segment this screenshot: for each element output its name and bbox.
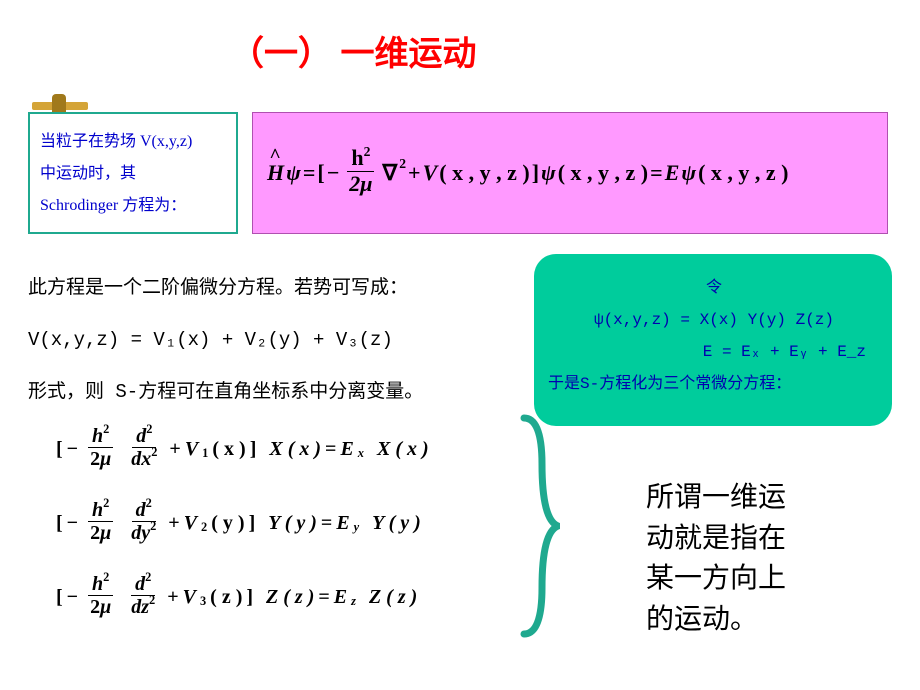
intro-box: 当粒子在势场 V(x,y,z) 中运动时，其 Schrodinger 方程为： bbox=[28, 112, 238, 234]
callout-box: 令 ψ(x,y,z) = X(x) Y(y) Z(z) E = Eₓ + Eᵧ … bbox=[534, 254, 892, 426]
lb1: [ bbox=[56, 438, 63, 461]
tm2: 2 bbox=[90, 522, 100, 544]
brace-icon bbox=[520, 414, 560, 638]
eq1: = bbox=[325, 438, 336, 461]
tm3: 2 bbox=[90, 596, 100, 618]
callout-l4: 于是S-方程化为三个常微分方程： bbox=[548, 368, 880, 400]
Y1: Y ( y ) bbox=[268, 512, 317, 535]
eq-x: [ − h22μ d2dx2 + V1 ( x ) ] X ( x ) = Ex… bbox=[56, 412, 526, 486]
Ey1: E bbox=[336, 512, 349, 535]
intro-line-1: 当粒子在势场 V(x,y,z) bbox=[40, 126, 230, 158]
eq-z: [ − h22μ d2dz2 + V3 ( z ) ] Z ( z ) = Ez… bbox=[56, 560, 526, 634]
rb1: ] bbox=[250, 438, 257, 461]
m2: − bbox=[67, 512, 78, 535]
Y1b: Y ( y ) bbox=[372, 512, 421, 535]
mu3: μ bbox=[100, 596, 111, 618]
m1: − bbox=[67, 438, 78, 461]
tm1: 2 bbox=[90, 448, 100, 470]
summary-l2: 动就是指在 bbox=[646, 519, 786, 560]
plus: + bbox=[408, 160, 421, 186]
hbar-frac: h2 2μ bbox=[345, 146, 376, 195]
dx1: dx bbox=[131, 448, 151, 470]
d2a: d bbox=[136, 499, 146, 521]
args1: ( x , y , z ) bbox=[439, 160, 529, 186]
hn2: h bbox=[92, 499, 103, 521]
rb3: ] bbox=[246, 586, 253, 609]
eq2: = bbox=[321, 512, 332, 535]
schrodinger-equation: H ψ = [ − h2 2μ ∇2 + V ( x , y , z ) ] ψ… bbox=[267, 148, 789, 197]
args2: ( x , y , z ) bbox=[558, 160, 648, 186]
summary-l4: 的运动。 bbox=[646, 600, 786, 641]
lb2: [ bbox=[56, 512, 63, 535]
X1b: X ( x ) bbox=[377, 438, 429, 461]
eq3: = bbox=[318, 586, 329, 609]
psi2: ψ bbox=[541, 160, 556, 186]
equals: = bbox=[303, 160, 316, 186]
hn1: h bbox=[92, 425, 103, 447]
d1a: d bbox=[136, 425, 146, 447]
psi-symbol: ψ bbox=[286, 160, 301, 186]
callout-l3: E = Eₓ + Eᵧ + E_z bbox=[548, 336, 880, 368]
m3: − bbox=[67, 586, 78, 609]
Z1b: Z ( z ) bbox=[369, 586, 417, 609]
schrodinger-box: H ψ = [ − h2 2μ ∇2 + V ( x , y , z ) ] ψ… bbox=[252, 112, 888, 234]
hbar-num: h bbox=[351, 145, 363, 170]
p3: + bbox=[167, 586, 178, 609]
hn3: h bbox=[92, 573, 103, 595]
v1: V bbox=[185, 438, 198, 461]
dy2: dy bbox=[131, 522, 150, 544]
body-p1: 此方程是一个二阶偏微分方程。若势可写成： bbox=[28, 272, 408, 304]
minus: − bbox=[327, 160, 340, 186]
page-title: （一） 一维运动 bbox=[230, 26, 477, 75]
callout-l1: 令 bbox=[548, 272, 880, 304]
rbracket: ] bbox=[532, 160, 539, 186]
xx1: ( x ) bbox=[212, 438, 245, 461]
args3: ( x , y , z ) bbox=[698, 160, 788, 186]
summary-l3: 某一方向上 bbox=[646, 559, 786, 600]
separated-equations: [ − h22μ d2dx2 + V1 ( x ) ] X ( x ) = Ex… bbox=[56, 412, 526, 634]
lb3: [ bbox=[56, 586, 63, 609]
intro-line-3: Schrodinger 方程为： bbox=[40, 190, 230, 222]
mu2: μ bbox=[100, 522, 111, 544]
callout-l2: ψ(x,y,z) = X(x) Y(y) Z(z) bbox=[548, 304, 880, 336]
lbracket: [ bbox=[317, 160, 324, 186]
V: V bbox=[423, 160, 438, 186]
equals2: = bbox=[650, 160, 663, 186]
p1: + bbox=[169, 438, 180, 461]
summary-l1: 所谓一维运 bbox=[646, 478, 786, 519]
summary-text: 所谓一维运 动就是指在 某一方向上 的运动。 bbox=[646, 478, 786, 640]
Ex1: E bbox=[340, 438, 353, 461]
body-p3: 形式，则 S-方程可在直角坐标系中分离变量。 bbox=[28, 376, 423, 408]
rb2: ] bbox=[249, 512, 256, 535]
X1: X ( x ) bbox=[269, 438, 321, 461]
mu1: μ bbox=[100, 448, 111, 470]
Ez1: E bbox=[334, 586, 347, 609]
yy1: ( y ) bbox=[211, 512, 244, 535]
zz1: ( z ) bbox=[210, 586, 242, 609]
body-p2: V(x,y,z) = V₁(x) + V₂(y) + V₃(z) bbox=[28, 324, 393, 356]
Z1: Z ( z ) bbox=[266, 586, 314, 609]
dz3: dz bbox=[131, 596, 149, 618]
p2: + bbox=[168, 512, 179, 535]
hamiltonian-symbol: H bbox=[267, 160, 284, 186]
d3a: d bbox=[135, 573, 145, 595]
psi3: ψ bbox=[681, 160, 696, 186]
two-mu: 2μ bbox=[345, 172, 376, 196]
nabla: ∇ bbox=[383, 160, 398, 186]
v2: V bbox=[184, 512, 197, 535]
intro-line-2: 中运动时，其 bbox=[40, 158, 230, 190]
v3: V bbox=[183, 586, 196, 609]
E: E bbox=[665, 160, 680, 186]
eq-y: [ − h22μ d2dy2 + V2 ( y ) ] Y ( y ) = Ey… bbox=[56, 486, 526, 560]
